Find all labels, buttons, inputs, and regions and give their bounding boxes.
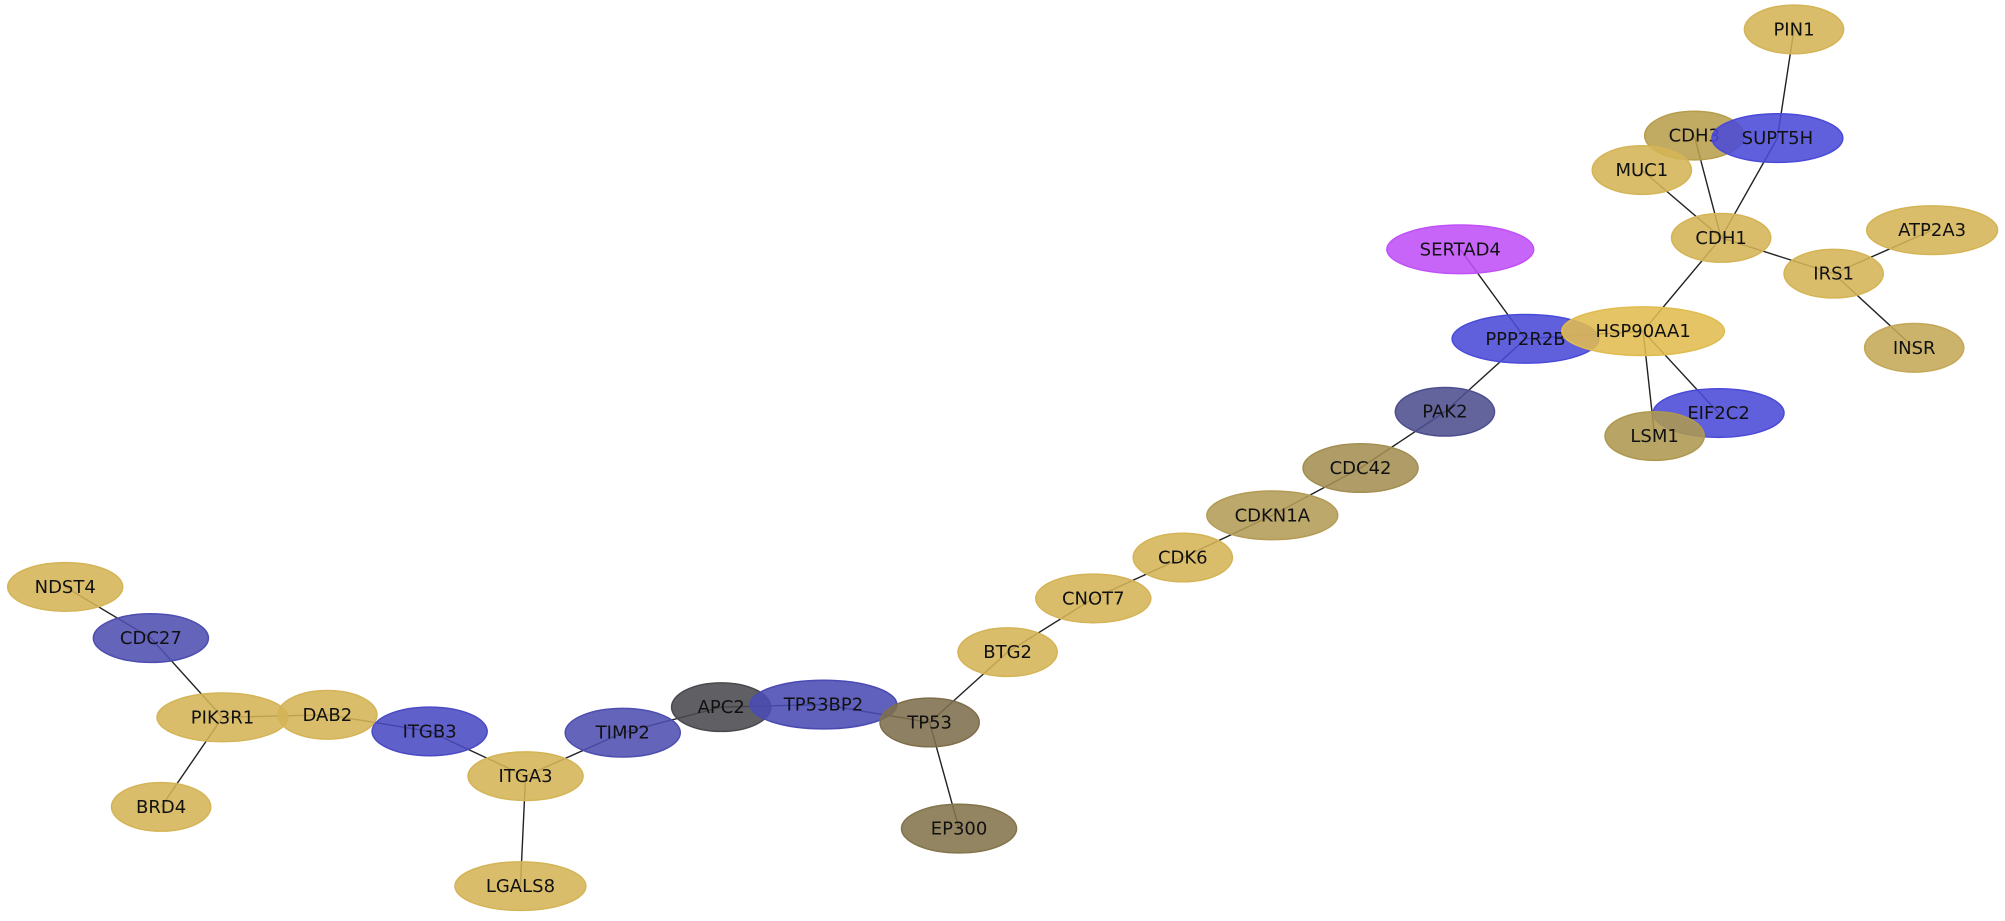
node-label: BRD4 [136, 797, 186, 818]
node-ellipse [1783, 248, 1885, 299]
node: CDC27 [92, 613, 210, 664]
node-ellipse [467, 751, 584, 802]
node: CNOT7 [1034, 573, 1152, 624]
node-label: DAB2 [303, 705, 353, 726]
node-ellipse [1863, 322, 1965, 373]
node-ellipse [1604, 410, 1705, 462]
node-label: NDST4 [35, 577, 96, 598]
node-ellipse [879, 697, 980, 748]
node-ellipse [957, 627, 1058, 678]
node: ATP2A3 [1865, 205, 1999, 256]
node-ellipse [1670, 212, 1772, 263]
node: PPP2R2B [1451, 313, 1600, 364]
node-label: ITGA3 [499, 766, 553, 787]
node: IRS1 [1783, 248, 1885, 299]
node-ellipse [1206, 490, 1339, 541]
node-label: CDKN1A [1235, 505, 1311, 526]
node-label: INSR [1893, 338, 1936, 359]
node-label: HSP90AA1 [1595, 321, 1690, 342]
node-label: LSM1 [1630, 426, 1678, 447]
node: MUC1 [1591, 145, 1693, 196]
node: ITGB3 [371, 706, 488, 757]
node-label: EP300 [931, 819, 988, 840]
node-label: APC2 [698, 697, 745, 718]
node-label: SUPT5H [1742, 128, 1813, 149]
node-label: IRS1 [1813, 264, 1854, 285]
node-ellipse [1132, 532, 1234, 583]
node: CDK6 [1132, 532, 1234, 583]
node-label: CDC42 [1330, 458, 1392, 479]
node: LSM1 [1604, 410, 1705, 462]
node: SERTAD4 [1386, 224, 1535, 275]
node: SUPT5H [1711, 113, 1844, 164]
node-ellipse [1302, 442, 1419, 494]
node: TP53BP2 [749, 679, 898, 730]
node: LGALS8 [454, 861, 587, 912]
node-label: CDH3 [1669, 126, 1720, 147]
node-ellipse [110, 781, 212, 832]
node-label: LGALS8 [486, 876, 555, 897]
node-label: CDC27 [120, 628, 182, 649]
node-ellipse [1591, 145, 1693, 196]
node-ellipse [92, 613, 210, 664]
node-ellipse [564, 707, 682, 758]
node-ellipse [454, 861, 587, 912]
node-ellipse [1034, 573, 1152, 624]
node-label: PIK3R1 [191, 707, 254, 728]
node-label: CNOT7 [1062, 588, 1125, 609]
node-ellipse [1711, 113, 1844, 164]
node-label: CDK6 [1158, 548, 1208, 569]
node: CDC42 [1302, 442, 1419, 494]
node: PAK2 [1394, 386, 1496, 437]
node: HSP90AA1 [1561, 306, 1726, 357]
node: TIMP2 [564, 707, 682, 758]
node-label: PPP2R2B [1485, 329, 1565, 350]
node-label: ITGB3 [403, 721, 457, 742]
node-ellipse [1394, 386, 1496, 437]
node-ellipse [1743, 4, 1845, 55]
node: NDST4 [6, 561, 124, 612]
node: DAB2 [276, 689, 378, 740]
node: CDKN1A [1206, 490, 1339, 541]
node-ellipse [900, 803, 1018, 854]
node: CDH1 [1670, 212, 1772, 263]
node-ellipse [276, 689, 378, 740]
node: ITGA3 [467, 751, 584, 802]
node-ellipse [1561, 306, 1726, 357]
node-label: PAK2 [1422, 402, 1467, 423]
node-ellipse [6, 561, 124, 612]
node: TP53 [879, 697, 980, 748]
node: APC2 [670, 682, 772, 733]
node: BRD4 [110, 781, 212, 832]
node-label: CDH1 [1695, 228, 1746, 249]
node-label: EIF2C2 [1687, 403, 1750, 424]
node: BTG2 [957, 627, 1058, 678]
node-ellipse [371, 706, 488, 757]
node: PIN1 [1743, 4, 1845, 55]
node-ellipse [1386, 224, 1535, 275]
node: EP300 [900, 803, 1018, 854]
node-label: TP53 [906, 712, 952, 733]
node-ellipse [1865, 205, 1999, 256]
node-label: TIMP2 [595, 723, 650, 744]
node-label: SERTAD4 [1420, 239, 1501, 260]
node-label: ATP2A3 [1898, 220, 1966, 241]
node-label: TP53BP2 [783, 695, 863, 716]
node: PIK3R1 [156, 692, 289, 743]
node-label: PIN1 [1773, 19, 1814, 40]
nodes: PIN1 CDH3 SUPT5H MUC1 CDH1 ATP2A3 IRS1 SERTAD4 P… [6, 4, 1999, 912]
node: INSR [1863, 322, 1965, 373]
node-label: MUC1 [1615, 160, 1668, 181]
node-label: BTG2 [983, 642, 1032, 663]
